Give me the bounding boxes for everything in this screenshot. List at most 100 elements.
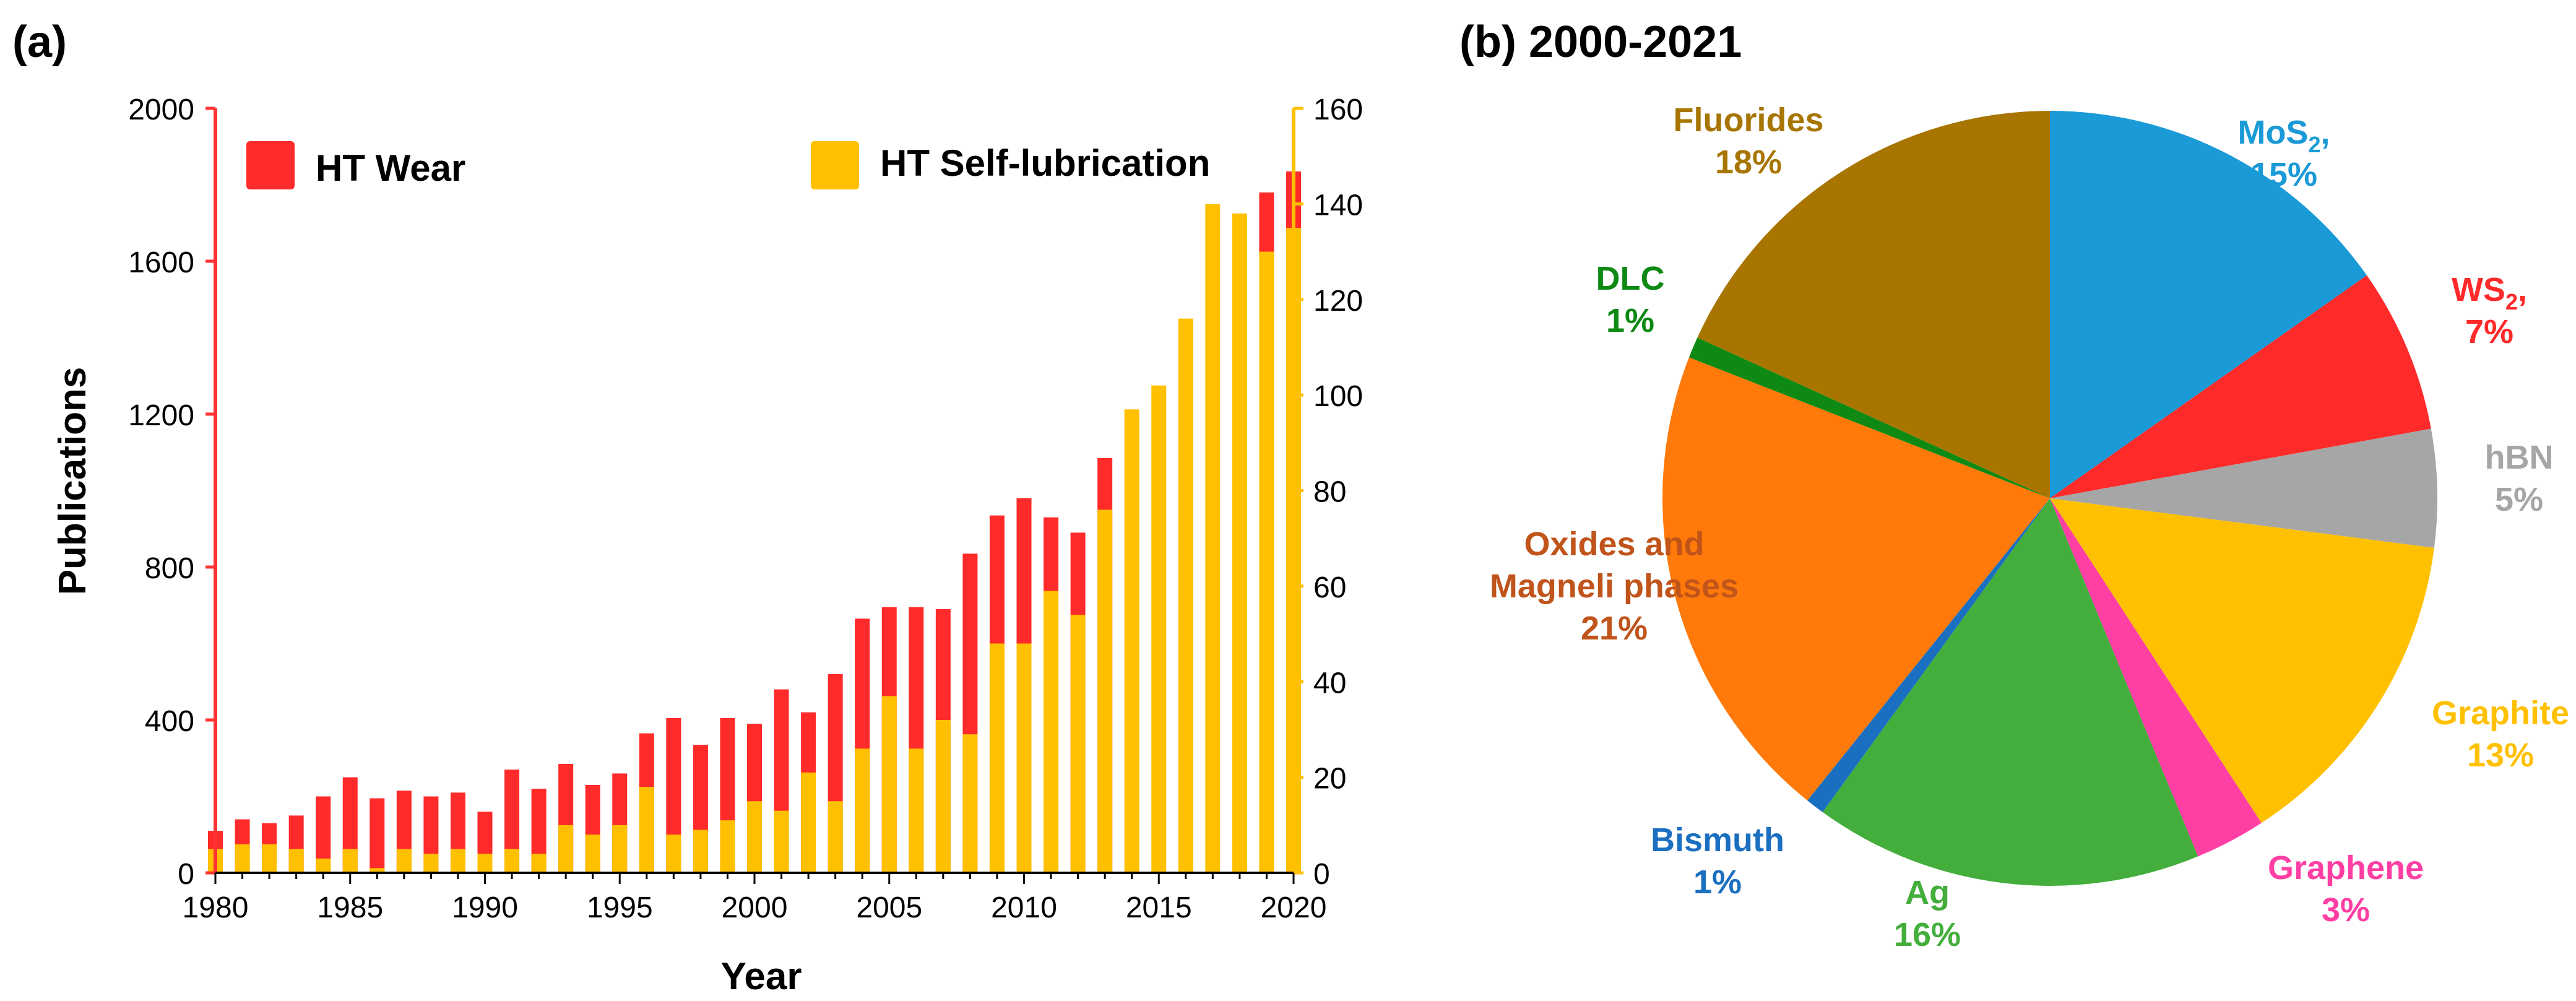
x-tick-label: 2005	[856, 891, 922, 924]
bar-self-2008	[962, 734, 978, 873]
panel-b: (b) 2000-2021 MoS2,15% WS2,7% hBN 5% Graphit…	[1459, 17, 2569, 953]
x-tick-label: 2015	[1126, 891, 1192, 924]
bar-self-1998	[693, 830, 708, 873]
bar-self-2006	[909, 748, 924, 873]
pie-slice-hbn	[2050, 428, 2438, 548]
axes: 0 400 800 1200 1600 2000 0 20 40 60 80 100 120 140 160…	[128, 93, 1363, 924]
left-tick-label: 0	[178, 858, 194, 891]
bar-self-2000	[747, 801, 762, 873]
bar-self-2012	[1070, 615, 1086, 873]
pie-label-pct: 16%	[1894, 916, 1961, 953]
bar-self-1989	[450, 849, 465, 873]
bar-self-2016	[1178, 318, 1193, 873]
bar-self-1993	[558, 825, 574, 873]
bar-self-2018	[1232, 213, 1247, 873]
left-tick-label: 400	[145, 705, 194, 738]
bar-self-2019	[1259, 251, 1274, 873]
right-tick-label: 80	[1313, 476, 1346, 509]
right-tick-label: 160	[1313, 93, 1363, 126]
bar-self-2010	[1016, 643, 1032, 873]
bar-self-1987	[396, 849, 412, 873]
legend-swatch-self	[811, 141, 859, 189]
pie-label-pct: 1%	[1693, 864, 1742, 901]
pie-label-name: DLC	[1596, 260, 1665, 297]
x-tick-label: 1995	[587, 891, 653, 924]
legend-label-wear: HT Wear	[316, 147, 465, 189]
pie-label-mos: MoS2,15%	[2237, 114, 2330, 193]
pie-label-graphene: Graphene 3%	[2268, 849, 2424, 929]
bar-self-2011	[1044, 591, 1059, 873]
right-tick-label: 100	[1313, 380, 1363, 413]
pie-label-hbn: hBN 5%	[2485, 439, 2554, 518]
pie-label-ag: Ag 16%	[1894, 874, 1961, 953]
left-tick-label: 1200	[128, 399, 194, 432]
pie-label-oxides-and-magneli-phases: Oxides and Magneli phases 21%	[1490, 526, 1739, 647]
pie-slice-graphene	[2050, 498, 2262, 857]
y-axis-title: Publications	[51, 367, 94, 596]
pie-labels: MoS2,15% WS2,7% hBN 5% Graphite 13% Graphene 3%…	[1490, 102, 2569, 953]
pie-label-name: WS2,	[2452, 271, 2527, 314]
pie-label-pct: 18%	[1715, 144, 1782, 181]
panel-a-label: (a)	[12, 17, 67, 67]
bar-self-2014	[1124, 409, 1139, 873]
bar-wear-1986	[370, 798, 385, 873]
bar-self-2007	[935, 720, 951, 873]
bar-self-1994	[585, 834, 600, 873]
right-tick-label: 20	[1313, 763, 1346, 795]
pie-slice-bismuth	[1807, 498, 2050, 812]
right-tick-label: 40	[1313, 667, 1346, 700]
pie-slice-dlc	[1688, 337, 2050, 498]
x-tick-label: 1985	[317, 891, 383, 924]
bar-self-2002	[801, 772, 816, 873]
bar-self-1985	[342, 849, 358, 873]
legend-swatch-wear	[246, 141, 295, 189]
bar-self-2001	[774, 810, 789, 873]
pie-label-name: Oxides and	[1524, 526, 1704, 563]
pie-label-fluorides: Fluorides 18%	[1673, 102, 1823, 181]
bar-self-2013	[1097, 509, 1113, 873]
bar-self-1986	[370, 868, 385, 873]
pie-slice-ws	[2050, 275, 2431, 498]
bar-self-1991	[504, 849, 520, 873]
bar-self-2015	[1151, 385, 1167, 873]
pie-label-dlc: DLC 1%	[1596, 260, 1665, 339]
legend-label-self: HT Self-lubrication	[880, 142, 1210, 184]
pie-slice-ag	[1822, 498, 2198, 886]
x-axis-title: Year	[720, 955, 802, 998]
bar-self-1988	[423, 854, 439, 873]
x-tick-label: 2000	[722, 891, 788, 924]
pie-label-name: hBN	[2485, 439, 2554, 476]
bar-self-2004	[855, 748, 870, 873]
x-tick-label: 2020	[1261, 891, 1327, 924]
pie-label-name: Graphene	[2268, 849, 2424, 886]
pie-label-pct: 3%	[2322, 891, 2370, 929]
bar-self-2009	[989, 643, 1005, 873]
pie-label-pct: 7%	[2465, 313, 2513, 350]
pie-label-name: Fluorides	[1673, 102, 1823, 139]
bar-self-1981	[235, 844, 250, 873]
left-tick-label: 2000	[128, 93, 194, 126]
x-tick-label: 1990	[452, 891, 518, 924]
left-tick-label: 800	[145, 552, 194, 585]
panel-a: (a) 0 400 800 1200 1600 2000 0 20 40 60 80 100 120 14…	[12, 17, 1363, 998]
pie-label-pct: 13%	[2467, 737, 2534, 774]
pie-label-name: Magneli phases	[1490, 568, 1739, 605]
pie-label-pct: 21%	[1581, 610, 1648, 647]
legend: HT Wear HT Self-lubrication	[246, 141, 1210, 189]
pie-label-pct: 1%	[1606, 302, 1654, 339]
right-tick-label: 0	[1313, 858, 1330, 891]
panel-b-title: (b) 2000-2021	[1459, 17, 1742, 67]
pie-label-name: Graphite	[2432, 695, 2569, 732]
pie-slice-graphite	[2050, 498, 2434, 823]
pie-label-pct: 15%	[2250, 156, 2317, 193]
bar-self-1996	[639, 787, 654, 873]
bar-self-1982	[262, 844, 277, 873]
pie-slice-oxides-and-magneli-phases	[1662, 357, 2050, 801]
bar-self-1997	[666, 834, 681, 873]
bar-self-1984	[316, 858, 331, 873]
bar-self-2003	[828, 801, 843, 873]
bar-self-1992	[531, 854, 547, 873]
pie-label-name: Bismuth	[1651, 821, 1784, 859]
bar-self-1990	[477, 854, 493, 873]
